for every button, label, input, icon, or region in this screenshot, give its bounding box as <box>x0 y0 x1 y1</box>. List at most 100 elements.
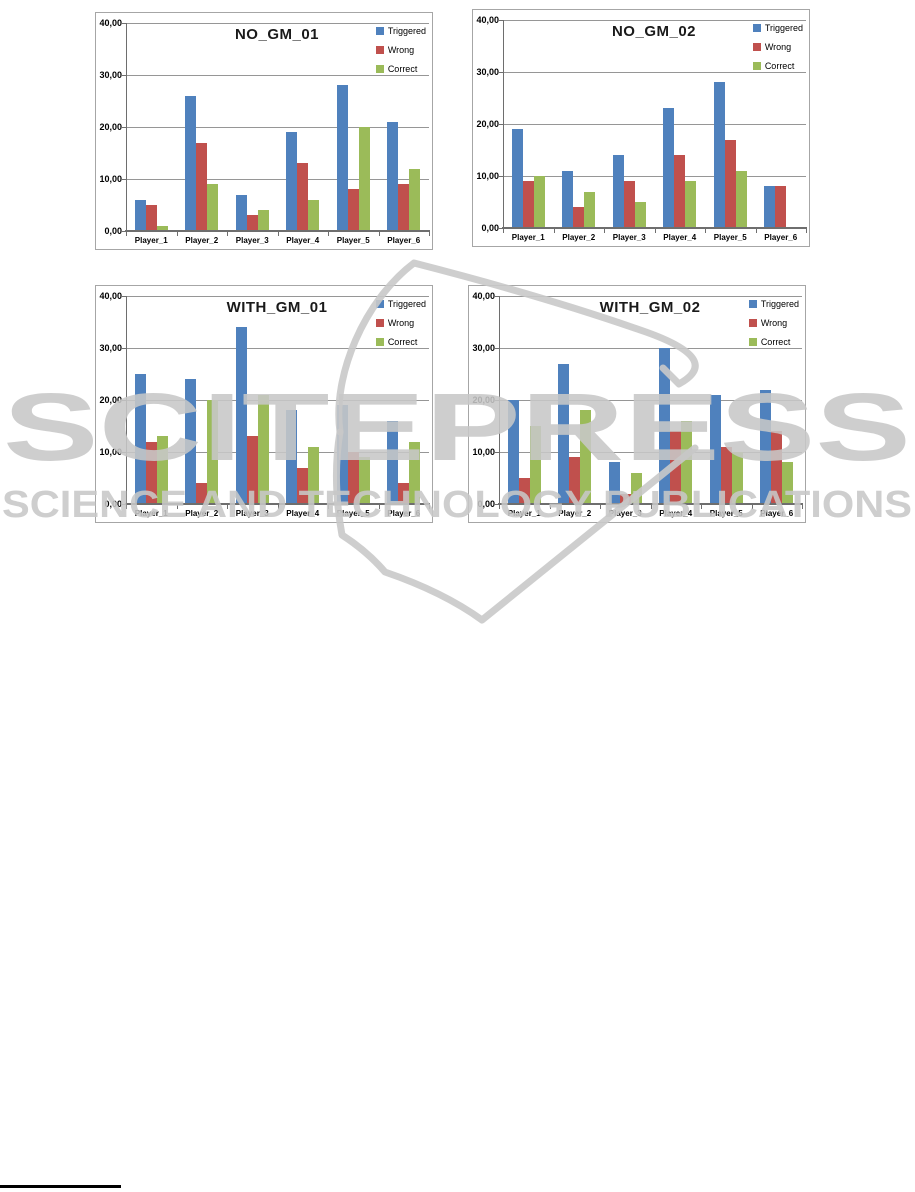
footnote-rule <box>0 1185 121 1188</box>
legend-swatch-wrong-icon <box>752 43 761 51</box>
y-tick-label: 20,00 <box>99 395 122 405</box>
legend-item: Correct <box>752 61 803 71</box>
bar-correct-player_2 <box>207 184 219 231</box>
x-tick-mark <box>751 505 753 509</box>
y-tick-mark <box>499 228 503 229</box>
y-tick-label: 20,00 <box>476 119 499 129</box>
x-tick-mark <box>553 229 555 233</box>
bar-wrong-player_2 <box>573 207 585 228</box>
x-category-label: Player_4 <box>659 509 693 518</box>
x-category-label: Player_3 <box>235 236 269 245</box>
bar-correct-player_4 <box>685 181 697 228</box>
legend: Triggered Wrong Correct <box>752 23 803 80</box>
bar-wrong-player_1 <box>145 441 157 504</box>
y-tick-label: 10,00 <box>472 447 495 457</box>
y-tick-mark <box>495 452 499 453</box>
x-tick-mark <box>227 232 228 236</box>
bar-wrong-player_2 <box>196 142 208 231</box>
x-category-label: Player_4 <box>663 233 697 242</box>
legend-item: Wrong <box>375 318 426 328</box>
gridline <box>126 127 429 128</box>
bar-triggered-player_1 <box>134 199 146 231</box>
gridline <box>503 20 806 21</box>
gridline <box>503 72 806 73</box>
legend: Triggered Wrong Correct <box>748 299 799 356</box>
x-tick-mark <box>176 505 178 509</box>
x-tick-mark <box>654 229 656 233</box>
x-tick-mark <box>806 229 807 233</box>
bar-triggered-player_5 <box>336 85 348 231</box>
bar-correct-player_2 <box>207 400 219 504</box>
x-category-label: Player_3 <box>608 509 642 518</box>
bar-correct-player_5 <box>358 457 370 504</box>
bar-wrong-player_6 <box>775 186 787 228</box>
y-tick-label: 20,00 <box>472 395 495 405</box>
y-tick-label: 0,00 <box>104 499 122 509</box>
y-tick-label: 10,00 <box>476 171 499 181</box>
chart-with-gm-01: WITH_GM_01 0,00 10,00 20,00 30,00 40,00 Playe… <box>95 285 433 523</box>
legend-label: Triggered <box>760 299 799 309</box>
x-category-label: Player_4 <box>286 236 320 245</box>
gridline <box>126 23 429 24</box>
legend-label: Triggered <box>387 299 426 309</box>
y-tick-label: 30,00 <box>99 70 122 80</box>
legend-label: Wrong <box>764 42 792 52</box>
x-category-label: Player_6 <box>764 233 798 242</box>
bar-triggered-player_4 <box>286 410 298 504</box>
x-tick-mark <box>429 505 430 509</box>
legend-swatch-wrong-icon <box>375 46 384 54</box>
bar-triggered-player_3 <box>608 462 620 504</box>
legend-label: Wrong <box>387 318 415 328</box>
y-tick-label: 20,00 <box>99 122 122 132</box>
y-tick-mark <box>122 23 126 24</box>
bar-triggered-player_4 <box>663 108 675 228</box>
bar-triggered-player_1 <box>507 400 519 504</box>
bar-correct-player_1 <box>533 176 545 228</box>
legend-item: Triggered <box>752 23 803 33</box>
legend: Triggered Wrong Correct <box>375 26 426 83</box>
x-tick-mark <box>604 229 605 233</box>
gridline <box>126 400 429 401</box>
bar-wrong-player_1 <box>518 478 530 504</box>
bar-wrong-player_6 <box>398 184 410 231</box>
y-tick-label: 0,00 <box>104 226 122 236</box>
bar-triggered-player_6 <box>764 186 776 228</box>
bar-correct-player_5 <box>358 127 370 231</box>
legend-swatch-correct-icon <box>752 62 761 70</box>
bar-triggered-player_1 <box>134 374 146 504</box>
x-category-label: Player_1 <box>507 509 541 518</box>
bar-wrong-player_6 <box>771 431 783 504</box>
bar-correct-player_2 <box>584 191 596 228</box>
y-tick-mark <box>499 176 503 177</box>
bar-correct-player_4 <box>308 199 320 231</box>
chart-title: NO_GM_01 <box>234 26 320 43</box>
bar-triggered-player_4 <box>286 132 298 231</box>
bar-triggered-player_3 <box>235 327 247 504</box>
legend-swatch-triggered-icon <box>752 24 761 32</box>
x-category-label: Player_6 <box>387 236 421 245</box>
x-tick-mark <box>705 229 706 233</box>
legend-swatch-correct-icon <box>375 338 384 346</box>
y-tick-mark <box>122 127 126 128</box>
x-category-label: Player_1 <box>134 509 168 518</box>
bar-triggered-player_4 <box>659 348 671 504</box>
bar-correct-player_3 <box>634 202 646 228</box>
legend-item: Correct <box>748 337 799 347</box>
x-tick-mark <box>701 505 702 509</box>
x-category-label: Player_4 <box>286 509 320 518</box>
x-tick-mark <box>126 505 127 509</box>
y-tick-mark <box>495 296 499 297</box>
y-tick-mark <box>122 452 126 453</box>
bar-wrong-player_4 <box>297 467 309 504</box>
legend-item: Triggered <box>375 26 426 36</box>
bar-wrong-player_5 <box>724 139 736 228</box>
legend-swatch-wrong-icon <box>748 319 757 327</box>
chart-no-gm-01: NO_GM_01 0,00 10,00 20,00 30,00 40,00 Player_… <box>95 12 433 250</box>
y-axis-line <box>126 296 127 505</box>
legend-item: Triggered <box>375 299 426 309</box>
x-category-label: Player_6 <box>760 509 794 518</box>
gridline <box>126 348 429 349</box>
legend-item: Correct <box>375 337 426 347</box>
x-tick-mark <box>755 229 757 233</box>
bar-correct-player_1 <box>156 436 168 504</box>
